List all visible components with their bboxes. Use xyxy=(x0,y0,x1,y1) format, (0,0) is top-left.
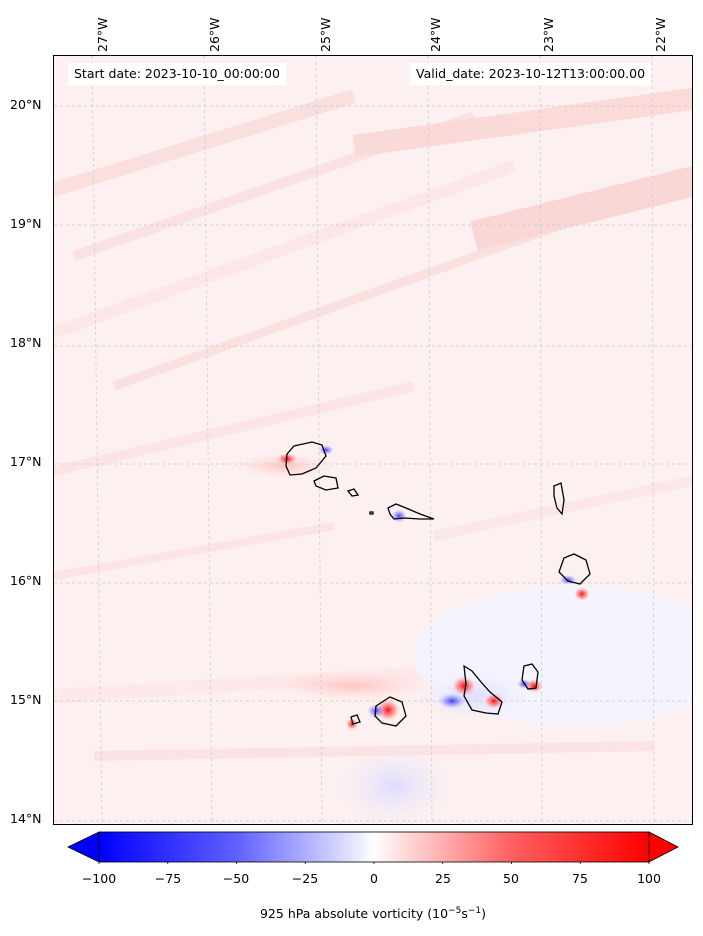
lon-label-27w: 27°W xyxy=(95,17,110,52)
lon-label-25w: 25°W xyxy=(318,17,333,52)
colorbar-arrow-high xyxy=(648,831,679,863)
lat-label-20n: 20°N xyxy=(10,97,42,112)
lon-label-23w: 23°W xyxy=(541,17,556,52)
colorbar-title-exponent-1: −5 xyxy=(448,906,462,916)
colorbar-tick-50: 50 xyxy=(503,871,519,886)
colorbar-svg xyxy=(67,831,679,864)
island-santiago xyxy=(463,664,503,715)
vorticity-anomalies xyxy=(277,445,590,730)
colorbar-tick-m100: −100 xyxy=(81,871,117,886)
colorbar-tick-75: 75 xyxy=(572,871,588,886)
colorbar-tick-25: 25 xyxy=(435,871,451,886)
vorticity-map xyxy=(53,55,693,825)
island-sal xyxy=(553,482,565,516)
island-santo-antao xyxy=(285,441,327,476)
colorbar-tick-m50: −50 xyxy=(222,871,250,886)
lon-label-22w: 22°W xyxy=(653,17,668,52)
island-maio xyxy=(521,663,539,690)
island-sao-vicente xyxy=(313,475,339,491)
colorbar-tick-m25: −25 xyxy=(291,871,319,886)
island-coastlines xyxy=(285,441,591,727)
lat-label-15n: 15°N xyxy=(10,692,42,707)
colorbar-title-exponent-2: −1 xyxy=(467,906,482,916)
island-santa-luzia xyxy=(346,488,360,497)
island-boa-vista xyxy=(558,553,591,585)
valid-date-label: Valid_date: 2023-10-12T13:00:00.00 xyxy=(410,63,652,85)
lon-label-24w: 24°W xyxy=(428,17,443,52)
island-raso xyxy=(369,511,374,515)
colorbar-title: 925 hPa absolute vorticity (10−5s−1) xyxy=(259,906,486,922)
lat-label-16n: 16°N xyxy=(10,573,42,588)
map-field-svg xyxy=(54,56,692,824)
lat-label-18n: 18°N xyxy=(10,335,42,350)
island-sao-nicolau xyxy=(387,503,435,520)
colorbar-tick-m75: −75 xyxy=(154,871,182,886)
colorbar-arrow-low xyxy=(67,831,100,863)
island-brava xyxy=(350,714,361,725)
lat-label-19n: 19°N xyxy=(10,216,42,231)
lat-label-14n: 14°N xyxy=(10,811,42,826)
colorbar-tick-0: 0 xyxy=(370,871,378,886)
start-date-label: Start date: 2023-10-10_00:00:00 xyxy=(68,63,286,85)
lon-label-26w: 26°W xyxy=(207,17,222,52)
island-fogo xyxy=(374,696,407,727)
map-gridlines xyxy=(54,56,692,824)
colorbar-gradient xyxy=(98,831,650,863)
lat-label-17n: 17°N xyxy=(10,454,42,469)
colorbar-tick-100: 100 xyxy=(637,871,661,886)
